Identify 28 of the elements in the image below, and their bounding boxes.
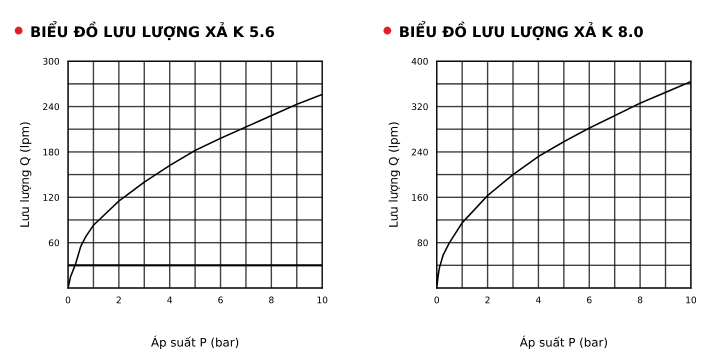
x-tick-label: 8 (638, 296, 642, 304)
x-tick-label: 10 (317, 296, 328, 304)
x-tick-label: 6 (218, 296, 223, 304)
x-axis-title: Áp suất P (bar) (520, 336, 607, 350)
x-tick-label: 10 (686, 296, 696, 304)
x-tick-label: 0 (66, 296, 70, 304)
y-tick-label: 400 (412, 58, 428, 65)
y-tick-label: 160 (412, 194, 428, 201)
x-tick-label: 6 (587, 296, 592, 304)
y-tick-label: 120 (43, 194, 60, 201)
x-tick-label: 2 (485, 296, 490, 304)
y-tick-label: 240 (43, 103, 60, 110)
x-axis-title: Áp suất P (bar) (151, 336, 238, 350)
x-tick-label: 2 (116, 296, 121, 304)
y-tick-label: 180 (43, 148, 60, 156)
y-axis-title: Lưu lượng Q (lpm) (20, 122, 32, 227)
x-tick-label: 8 (269, 296, 274, 304)
x-tick-label: 4 (536, 296, 541, 304)
y-tick-label: 300 (43, 58, 60, 65)
y-tick-label: 80 (418, 239, 428, 246)
y-tick-label: 320 (412, 103, 428, 110)
chart-title: BIỂU ĐỒ LƯU LƯỢNG XẢ K 8.0 (400, 21, 643, 40)
chart-title: BIỂU ĐỒ LƯU LƯỢNG XẢ K 5.6 (31, 21, 274, 40)
y-tick-label: 60 (48, 239, 60, 246)
y-tick-label: 240 (412, 148, 428, 156)
x-tick-label: 0 (434, 296, 440, 304)
y-axis-title: Lưu lượng Q (lpm) (388, 122, 400, 227)
x-tick-label: 4 (167, 296, 172, 304)
